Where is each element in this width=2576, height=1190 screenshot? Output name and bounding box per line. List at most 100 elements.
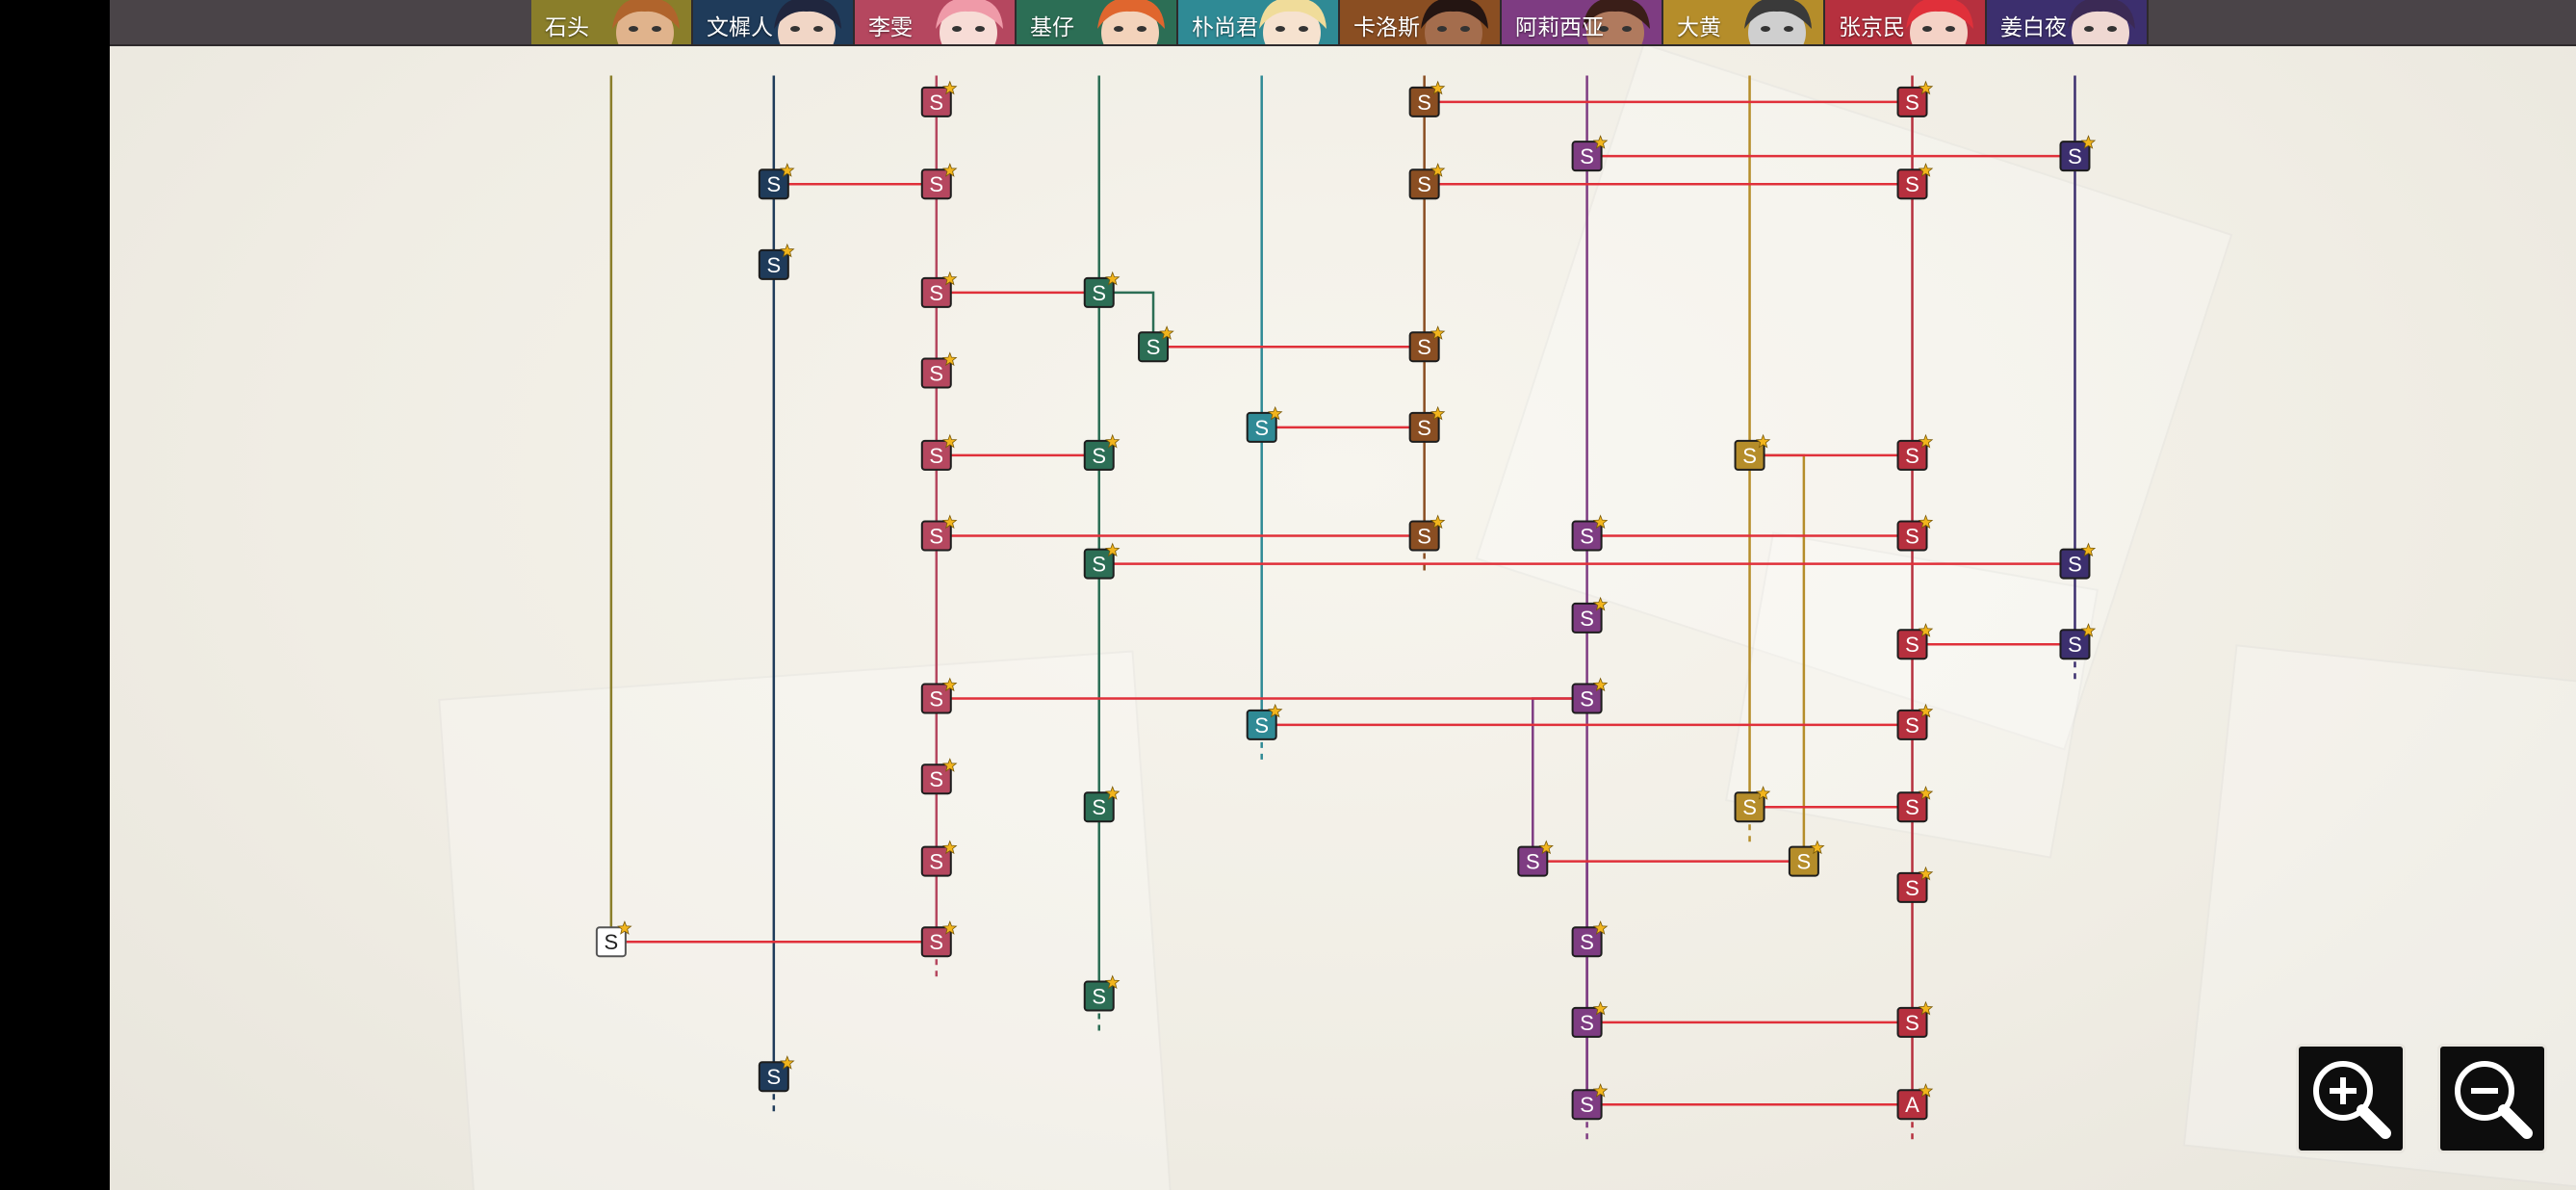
star-icon	[1918, 433, 1934, 449]
star-icon	[942, 920, 958, 935]
story-node[interactable]: S	[1571, 514, 1609, 552]
node-label: S	[1905, 172, 1919, 196]
node-label: S	[766, 1065, 781, 1089]
story-node[interactable]: S	[1571, 1083, 1609, 1121]
story-node[interactable]: S	[1896, 1000, 1934, 1038]
story-node[interactable]: S	[758, 243, 795, 280]
story-node[interactable]: S	[1408, 405, 1446, 443]
star-icon	[2080, 542, 2097, 557]
story-node[interactable]: S	[1571, 135, 1609, 172]
character-bar: 石头 文樨人 李雯 基仔 朴尚君 卡洛斯 阿莉西亚 大黄 张京民 姜白夜	[110, 0, 2576, 46]
story-node[interactable]: S	[1408, 80, 1446, 117]
node-label: S	[929, 850, 943, 874]
star-icon	[1592, 677, 1609, 692]
star-icon	[1430, 80, 1446, 95]
story-node[interactable]: S	[1083, 974, 1121, 1012]
story-node[interactable]: A	[1896, 1083, 1934, 1121]
star-icon	[1592, 596, 1609, 611]
character-tab-kaluosi[interactable]: 卡洛斯	[1340, 0, 1502, 44]
story-node[interactable]: S	[1571, 1000, 1609, 1038]
character-name: 基仔	[1030, 14, 1074, 39]
node-label: S	[1417, 91, 1431, 115]
story-node[interactable]: S	[1734, 433, 1771, 471]
story-node[interactable]: S	[758, 163, 795, 200]
story-node[interactable]: S	[920, 920, 958, 958]
character-name: 姜白夜	[2000, 14, 2067, 39]
zoom-in-icon	[2313, 1061, 2391, 1139]
story-node[interactable]: S	[595, 920, 632, 958]
branch-line	[1532, 697, 1587, 862]
story-node[interactable]: S	[920, 80, 958, 117]
character-name: 大黄	[1677, 14, 1721, 39]
character-tab-jiangbai[interactable]: 姜白夜	[1987, 0, 2149, 44]
story-node[interactable]: S	[920, 758, 958, 795]
story-node[interactable]: S	[1246, 405, 1283, 443]
character-tab-liwen[interactable]: 李雯	[855, 0, 1017, 44]
character-tab-dahuang[interactable]: 大黄	[1663, 0, 1825, 44]
story-node[interactable]: S	[1788, 840, 1825, 877]
story-node[interactable]: S	[920, 163, 958, 200]
node-label: S	[1092, 553, 1106, 577]
character-name: 张京民	[1839, 14, 1905, 39]
story-node[interactable]: S	[1083, 542, 1121, 580]
story-node[interactable]: S	[1408, 514, 1446, 552]
node-label: S	[1092, 985, 1106, 1009]
story-node[interactable]: S	[1896, 623, 1934, 660]
story-node[interactable]: S	[1138, 325, 1174, 363]
character-tab-aliya[interactable]: 阿莉西亚	[1502, 0, 1663, 44]
story-node[interactable]: S	[920, 351, 958, 389]
story-node[interactable]: S	[920, 677, 958, 714]
star-icon	[1430, 514, 1446, 530]
story-node[interactable]: S	[1571, 677, 1609, 714]
character-tab-jizai[interactable]: 基仔	[1017, 0, 1178, 44]
story-node[interactable]: S	[1896, 163, 1934, 200]
story-node[interactable]: S	[2059, 542, 2097, 580]
star-icon	[942, 433, 958, 449]
star-icon	[1918, 866, 1934, 881]
story-node[interactable]: S	[1896, 866, 1934, 903]
story-node[interactable]: S	[920, 271, 958, 308]
story-node[interactable]: S	[1571, 920, 1609, 958]
story-node[interactable]: S	[1408, 325, 1446, 363]
story-node[interactable]: S	[920, 514, 958, 552]
story-node[interactable]: S	[2059, 623, 2097, 660]
node-label: S	[2068, 553, 2082, 577]
node-label: S	[1092, 795, 1106, 819]
star-icon	[1592, 135, 1609, 149]
star-icon	[1918, 703, 1934, 718]
zoom-out-button[interactable]	[2437, 1044, 2547, 1153]
character-portrait	[2068, 0, 2135, 44]
story-node[interactable]: S	[758, 1055, 795, 1093]
story-node[interactable]: S	[1896, 433, 1934, 471]
story-node[interactable]: S	[1571, 596, 1609, 634]
story-node[interactable]: S	[1896, 786, 1934, 823]
zoom-in-button[interactable]	[2296, 1044, 2406, 1153]
story-node[interactable]: S	[920, 433, 958, 471]
story-node[interactable]: S	[1083, 786, 1121, 823]
story-node[interactable]: S	[1734, 786, 1771, 823]
story-node[interactable]: S	[2059, 135, 2097, 172]
story-node[interactable]: S	[1896, 703, 1934, 740]
character-tab-shitou[interactable]: 石头	[531, 0, 693, 44]
relationship-map-stage[interactable]: S S S S S S S S S S S S S S S S S S S S S S S S S S S S S S S S S S S S S S S S…	[110, 0, 2576, 1190]
story-node[interactable]: S	[1517, 840, 1554, 877]
story-node[interactable]: S	[1083, 433, 1121, 471]
node-label: S	[929, 362, 943, 386]
character-tab-piaoshang[interactable]: 朴尚君	[1178, 0, 1340, 44]
story-node[interactable]: S	[1896, 80, 1934, 117]
character-tab-wenyao[interactable]: 文樨人	[693, 0, 855, 44]
story-node[interactable]: S	[1246, 703, 1283, 740]
story-node[interactable]: S	[1896, 514, 1934, 552]
node-label: S	[1905, 91, 1919, 115]
star-icon	[1755, 433, 1771, 449]
star-icon	[1159, 325, 1174, 340]
node-label: S	[1580, 607, 1594, 631]
story-node[interactable]: S	[1083, 271, 1121, 308]
star-icon	[942, 840, 958, 855]
character-tab-zhangjing[interactable]: 张京民	[1825, 0, 1987, 44]
star-icon	[1267, 405, 1283, 421]
story-node[interactable]: S	[920, 840, 958, 877]
node-label: S	[1526, 850, 1540, 874]
node-label: S	[1905, 876, 1919, 900]
story-node[interactable]: S	[1408, 163, 1446, 200]
